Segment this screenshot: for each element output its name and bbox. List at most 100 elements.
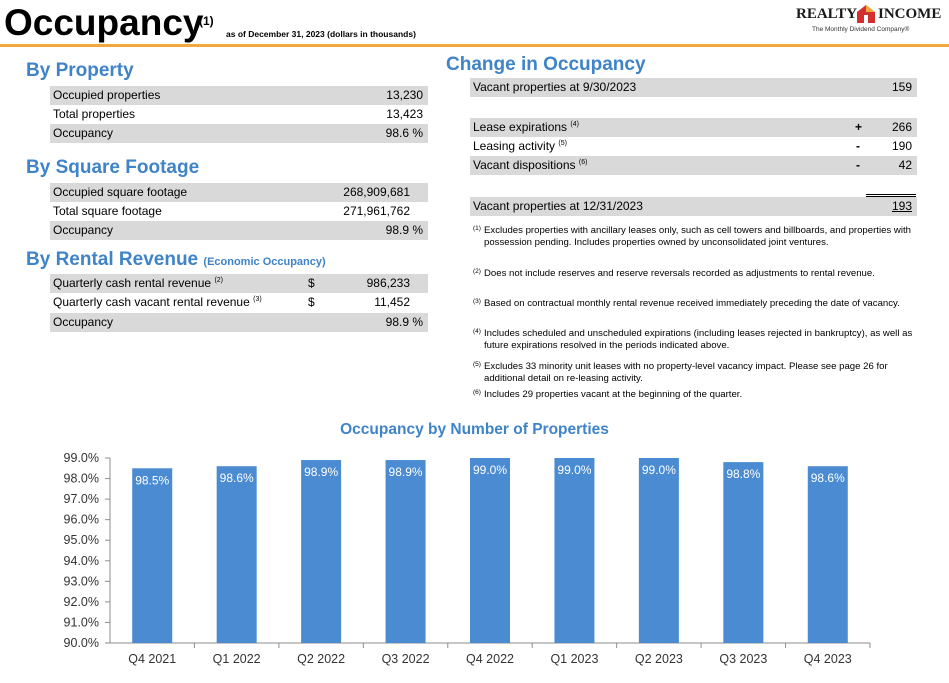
page-title-footnote-mark: (1) (199, 14, 214, 28)
section-title-by-rental-revenue: By Rental Revenue (Economic Occupancy) (26, 249, 326, 271)
y-tick-label: 92.0% (64, 595, 99, 609)
footnote-mark: (3) (473, 298, 481, 305)
footnote: (5) Excludes 33 minority unit leases wit… (473, 361, 913, 385)
row-currency: $ (308, 295, 315, 309)
table-row: Leasing activity (5) - 190 (470, 137, 917, 156)
bar (638, 458, 679, 643)
row-label: Quarterly cash vacant rental revenue (3) (53, 295, 262, 309)
row-label: Total properties (53, 107, 136, 121)
row-value: 42 (898, 158, 912, 172)
table-row: Total square footage 271,961,762 (50, 202, 428, 221)
footnote-mark: (5) (558, 140, 567, 147)
footnote-mark: (4) (570, 121, 579, 128)
table-row: Vacant properties at 9/30/2023 159 (470, 78, 917, 97)
bar (301, 460, 342, 643)
page-subtitle: as of December 31, 2023 (dollars in thou… (226, 29, 416, 39)
table-row: Vacant dispositions (6) - 42 (470, 156, 917, 175)
footnote-text: Based on contractual monthly rental reve… (484, 298, 900, 309)
table-row: Occupied properties 13,230 (50, 86, 428, 105)
table-row: Quarterly cash vacant rental revenue (3)… (50, 293, 428, 312)
y-tick-label: 97.0% (64, 492, 99, 506)
footnote-text: Includes scheduled and unscheduled expir… (484, 328, 913, 351)
row-label: Vacant properties at 9/30/2023 (473, 80, 637, 94)
x-tick-label: Q1 2022 (213, 652, 261, 666)
footnote: (1) Excludes properties with ancillary l… (473, 225, 913, 249)
footnote: (2) Does not include reserves and reserv… (473, 268, 913, 280)
table-row: Occupancy 98.9 % (50, 313, 428, 332)
x-tick-label: Q3 2022 (382, 652, 430, 666)
x-tick-label: Q4 2023 (804, 652, 852, 666)
y-tick-label: 90.0% (64, 636, 99, 650)
footnote-mark: (6) (473, 389, 481, 396)
bar (385, 460, 426, 643)
bar (554, 458, 595, 643)
bar (132, 468, 173, 643)
row-value: 190 (891, 139, 912, 153)
row-label: Lease expirations (4) (473, 120, 579, 134)
y-tick-label: 93.0% (64, 574, 99, 588)
y-tick-label: 91.0% (64, 615, 99, 629)
row-value: 986,233 (366, 276, 410, 290)
footnote: (4) Includes scheduled and unscheduled e… (473, 328, 913, 352)
bar-data-label: 98.8% (726, 467, 760, 481)
row-value: 98.9 % (385, 315, 423, 329)
row-label: Vacant dispositions (6) (473, 158, 588, 172)
section-subtitle: (Economic Occupancy) (203, 256, 326, 268)
row-label: Leasing activity (5) (473, 139, 567, 153)
footnote-text: Excludes 33 minority unit leases with no… (484, 361, 888, 384)
occupancy-bar-chart: 90.0% 91.0% 92.0% 93.0% 94.0% 95.0% 96.0% 97.0%… (64, 451, 871, 666)
x-tick-label: Q2 2022 (297, 652, 345, 666)
row-label: Occupied properties (53, 88, 161, 102)
table-row: Occupancy 98.9 % (50, 221, 428, 240)
row-label: Occupancy (53, 315, 114, 329)
bar (807, 466, 848, 643)
section-title-change-in-occupancy: Change in Occupancy (446, 54, 646, 75)
bar-data-label: 98.5% (135, 473, 169, 487)
total-rule (866, 194, 916, 197)
chart-title: Occupancy by Number of Properties (340, 421, 609, 438)
footnote-text: Does not include reserves and reserve re… (484, 268, 875, 279)
table-row: Occupancy 98.6 % (50, 124, 428, 143)
row-label: Vacant properties at 12/31/2023 (473, 199, 643, 213)
row-value: 268,909,681 (343, 185, 410, 199)
bar-data-label: 98.9% (304, 465, 338, 479)
bar (216, 466, 257, 643)
table-row: Total properties 13,423 (50, 105, 428, 124)
page-title: Occupancy (4, 2, 204, 43)
section-title-by-square-footage: By Square Footage (26, 157, 200, 178)
row-value: 266 (891, 120, 912, 134)
logo-word-realty: REALTY (796, 6, 858, 22)
footnote-mark: (2) (214, 277, 223, 284)
x-tick-label: Q1 2023 (550, 652, 598, 666)
row-label: Quarterly cash rental revenue (2) (53, 276, 223, 290)
row-value: 11,452 (374, 295, 410, 309)
bar-data-label: 98.6% (811, 471, 845, 485)
footnote: (3) Based on contractual monthly rental … (473, 298, 913, 310)
footnote-mark: (1) (473, 225, 481, 232)
footnote-mark: (5) (473, 361, 481, 368)
footnote: (6) Includes 29 properties vacant at the… (473, 389, 913, 401)
row-label: Occupancy (53, 223, 114, 237)
y-tick-label: 99.0% (64, 451, 99, 465)
row-value: 98.9 % (385, 223, 423, 237)
x-tick-label: Q3 2023 (719, 652, 767, 666)
bar (723, 462, 764, 643)
footnote-text: Includes 29 properties vacant at the beg… (484, 389, 743, 400)
row-sign: - (856, 139, 860, 153)
bar-data-label: 99.0% (557, 463, 591, 477)
realty-income-logo: REALTY INCOME The Monthly Dividend Compa… (796, 5, 941, 38)
row-sign: - (856, 158, 860, 172)
y-tick-label: 95.0% (64, 533, 99, 547)
bar-data-label: 99.0% (473, 463, 507, 477)
logo-house-icon (857, 5, 875, 23)
row-sign: + (855, 120, 863, 134)
row-label: Occupied square footage (53, 185, 188, 199)
table-row: Lease expirations (4) + 266 (470, 118, 917, 137)
y-tick-label: 96.0% (64, 513, 99, 527)
row-label: Occupancy (53, 126, 114, 140)
logo-word-income: INCOME (878, 6, 942, 22)
x-tick-label: Q4 2021 (128, 652, 176, 666)
footnote-text: Excludes properties with ancillary lease… (484, 225, 911, 248)
footnote-mark: (6) (578, 159, 588, 166)
row-value: 13,423 (386, 107, 423, 121)
